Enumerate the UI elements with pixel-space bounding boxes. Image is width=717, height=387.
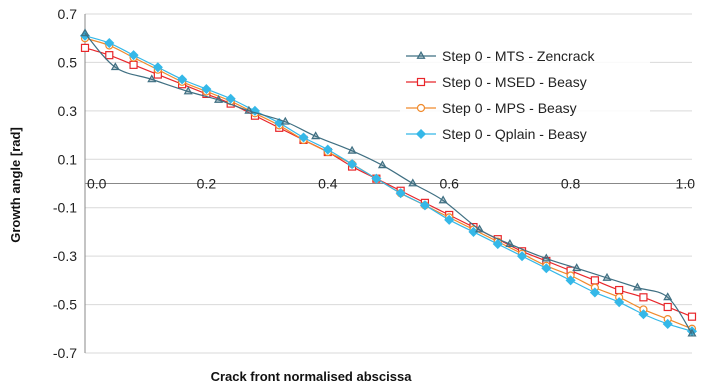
triangle-marker: [408, 178, 418, 187]
y-tick-label: 0.7: [58, 6, 78, 22]
diamond-marker: [638, 309, 649, 320]
square-marker: [416, 77, 426, 87]
x-tick-labels: 0.0 0.2 0.4 0.6 0.8 1.0: [87, 176, 695, 192]
y-tick-label: -0.1: [53, 200, 77, 216]
legend-item: Step 0 - MTS - Zencrack: [406, 48, 595, 64]
triangle-marker: [110, 62, 120, 71]
y-tick-label: -0.5: [53, 297, 77, 313]
triangle-marker: [416, 50, 426, 59]
triangle-marker: [663, 292, 673, 301]
square-marker: [105, 51, 114, 60]
legend: Step 0 - MTS - Zencrack Step 0 - MSED - B…: [400, 40, 650, 158]
triangle-marker: [214, 94, 224, 103]
diamond-marker: [614, 297, 625, 308]
diamond-marker: [347, 159, 358, 170]
diamond-marker: [225, 93, 236, 104]
diamond-marker: [415, 128, 427, 140]
y-tick-label: -0.7: [53, 345, 77, 361]
diamond-marker: [444, 214, 455, 225]
diamond-marker: [152, 62, 163, 73]
diamond-marker: [371, 173, 382, 184]
legend-item: Step 0 - Qplain - Beasy: [406, 126, 587, 142]
y-axis-title: Growth angle [rad]: [8, 127, 23, 243]
triangle-marker: [541, 253, 551, 262]
triangle-marker: [244, 105, 254, 114]
triangle-marker: [80, 28, 90, 37]
triangle-marker: [147, 74, 157, 83]
legend-label: Step 0 - MPS - Beasy: [442, 100, 577, 116]
diamond-marker: [177, 74, 188, 85]
triangle-marker: [632, 282, 642, 291]
x-tick-label: 0.8: [561, 176, 581, 192]
square-marker: [590, 276, 599, 285]
diamond-marker: [395, 188, 406, 199]
triangle-marker: [183, 86, 193, 95]
y-tick-label: 0.1: [58, 151, 78, 167]
triangle-marker: [475, 224, 485, 233]
diamond-marker: [322, 144, 333, 155]
y-tick-labels: 0.7 0.5 0.3 0.1 -0.1 -0.3 -0.5 -0.7: [53, 6, 77, 361]
square-marker: [80, 43, 90, 53]
series-layer: [79, 28, 698, 337]
square-marker: [129, 60, 138, 69]
diamond-marker: [201, 84, 212, 95]
diamond-marker: [128, 50, 139, 61]
square-marker: [639, 293, 648, 302]
legend-label: Step 0 - MTS - Zencrack: [442, 48, 595, 64]
square-marker: [663, 302, 672, 312]
triangle-marker: [311, 131, 321, 140]
triangle-marker: [438, 195, 448, 204]
legend-label: Step 0 - MSED - Beasy: [442, 74, 587, 90]
x-tick-label: 0.2: [197, 176, 217, 192]
triangle-marker: [687, 328, 697, 337]
x-tick-label: 1.0: [676, 176, 696, 192]
legend-item: Step 0 - MPS - Beasy: [406, 100, 577, 116]
axes: [84, 14, 692, 353]
square-marker: [615, 285, 624, 295]
x-tick-label: 0.6: [439, 176, 459, 192]
diamond-marker: [419, 200, 430, 211]
triangle-marker: [602, 272, 612, 281]
y-tick-label: -0.3: [53, 248, 77, 264]
diamond-marker: [492, 238, 503, 250]
square-marker: [687, 312, 697, 321]
diamond-marker: [662, 318, 673, 329]
circle-marker: [416, 103, 426, 113]
x-tick-label: 0.0: [87, 176, 107, 192]
y-tick-label: 0.5: [58, 54, 78, 70]
triangle-marker: [377, 160, 387, 169]
diamond-marker: [298, 132, 309, 143]
diamond-marker: [104, 38, 115, 49]
diamond-marker: [274, 117, 285, 129]
triangle-marker: [280, 116, 290, 125]
legend-background: [400, 40, 650, 158]
triangle-marker: [572, 263, 582, 272]
triangle-marker: [347, 145, 357, 154]
diamond-marker: [565, 275, 576, 286]
x-axis-title: Crack front normalised abscissa: [211, 369, 413, 384]
diamond-marker: [589, 287, 600, 298]
diamond-marker: [541, 263, 552, 274]
y-tick-label: 0.3: [58, 103, 78, 119]
x-tick-label: 0.4: [318, 176, 338, 192]
series-0: [80, 28, 697, 337]
legend-label: Step 0 - Qplain - Beasy: [442, 126, 587, 142]
series-3: [79, 30, 698, 337]
diamond-marker: [516, 251, 528, 262]
grid-lines: [85, 13, 692, 354]
legend-item: Step 0 - MSED - Beasy: [406, 74, 587, 90]
triangle-marker: [505, 238, 515, 247]
